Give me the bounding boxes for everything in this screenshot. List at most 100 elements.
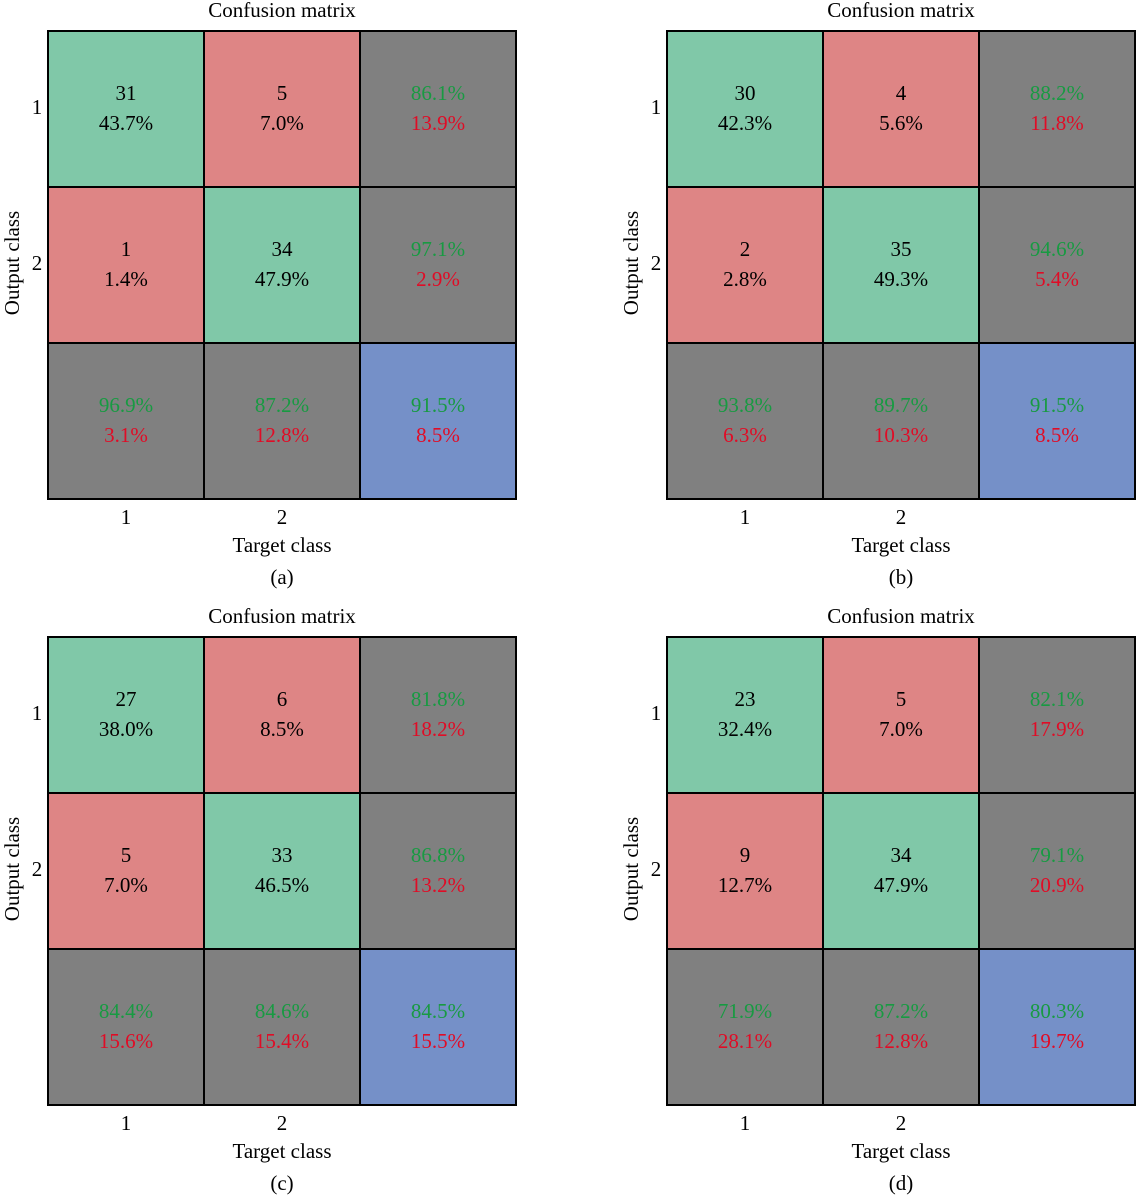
column-recall-label: 96.9% [99,393,153,417]
chart-title: Confusion matrix [208,604,356,628]
cell-count: 33 [272,843,293,867]
row-error-label: 18.2% [411,717,465,741]
cell-count: 35 [891,237,912,261]
cell-count: 34 [272,237,294,261]
misclassified-cell [666,186,824,344]
correct-cell [822,792,980,950]
row-error-label: 2.9% [416,267,460,291]
misclassified-cell [822,636,980,794]
confusion-matrix-panel-b: 30 42.3% 4 5.6% 88.2% 11.8% 2 2.8% 35 49.3% 94.6% 5… [619,0,1136,589]
cell-percent: 47.9% [255,267,309,291]
subfigure-caption: (d) [889,1171,914,1195]
cell-percent: 32.4% [718,717,772,741]
matrix-border [666,636,1136,1106]
row-summary-cell [978,636,1136,794]
column-recall-label: 71.9% [718,999,772,1023]
matrix-border [47,636,517,1106]
correct-cell [822,186,980,344]
row-summary-cell [359,30,517,188]
column-recall-label: 89.7% [874,393,928,417]
y-axis-label: Output class [0,817,24,921]
matrix-border [666,30,1136,500]
row-error-label: 13.9% [411,111,465,135]
misclassified-cell [822,30,980,188]
cell-percent: 38.0% [99,717,153,741]
row-summary-cell [359,792,517,950]
row-precision-label: 94.6% [1030,237,1084,261]
misclassified-cell [203,30,361,188]
row-summary-cell [978,792,1136,950]
y-tick-label: 2 [32,251,43,275]
correct-cell [203,792,361,950]
cell-percent: 7.0% [879,717,923,741]
cell-percent: 7.0% [104,873,148,897]
row-precision-label: 82.1% [1030,687,1084,711]
x-axis-label: Target class [851,533,950,557]
confusion-matrix-panel-a: 31 43.7% 5 7.0% 86.1% 13.9% 1 1.4% 34 47.9% 97.1% 2… [0,0,517,589]
overall-accuracy-label: 91.5% [411,393,465,417]
y-tick-label: 1 [651,95,662,119]
column-error-label: 10.3% [874,423,928,447]
cell-percent: 47.9% [874,873,928,897]
misclassified-cell [666,792,824,950]
column-error-label: 12.8% [255,423,309,447]
cell-count: 6 [277,687,288,711]
misclassified-cell [203,636,361,794]
y-axis-label: Output class [619,817,643,921]
cell-percent: 1.4% [104,267,148,291]
y-axis-label: Output class [0,211,24,315]
correct-cell [47,30,205,188]
column-recall-label: 87.2% [874,999,928,1023]
column-summary-cell [47,342,205,500]
subfigure-caption: (c) [270,1171,293,1195]
overall-error-label: 15.5% [411,1029,465,1053]
chart-title: Confusion matrix [827,0,975,22]
correct-cell [203,186,361,344]
overall-accuracy-label: 91.5% [1030,393,1084,417]
subfigure-caption: (a) [270,565,293,589]
correct-cell [47,636,205,794]
column-summary-cell [47,948,205,1106]
cell-percent: 8.5% [260,717,304,741]
overall-accuracy-cell [978,948,1136,1106]
cell-count: 2 [740,237,751,261]
x-tick-label: 1 [121,1111,132,1135]
cell-percent: 49.3% [874,267,928,291]
misclassified-cell [47,792,205,950]
cell-percent: 46.5% [255,873,309,897]
column-recall-label: 87.2% [255,393,309,417]
overall-error-label: 19.7% [1030,1029,1084,1053]
column-summary-cell [822,948,980,1106]
column-summary-cell [666,342,824,500]
cell-count: 1 [121,237,132,261]
chart-title: Confusion matrix [827,604,975,628]
overall-accuracy-cell [359,948,517,1106]
cell-count: 5 [896,687,907,711]
overall-accuracy-cell [359,342,517,500]
y-tick-label: 1 [651,701,662,725]
y-tick-label: 2 [32,857,43,881]
x-tick-label: 2 [277,505,288,529]
x-axis-label: Target class [232,1139,331,1163]
cell-percent: 42.3% [718,111,772,135]
cell-count: 5 [277,81,288,105]
column-recall-label: 93.8% [718,393,772,417]
row-precision-label: 81.8% [411,687,465,711]
row-error-label: 5.4% [1035,267,1079,291]
row-error-label: 17.9% [1030,717,1084,741]
y-tick-label: 2 [651,251,662,275]
column-summary-cell [203,342,361,500]
cell-percent: 43.7% [99,111,153,135]
column-error-label: 6.3% [723,423,767,447]
column-summary-cell [203,948,361,1106]
cell-count: 4 [896,81,907,105]
overall-accuracy-label: 80.3% [1030,999,1084,1023]
row-summary-cell [978,30,1136,188]
overall-error-label: 8.5% [1035,423,1079,447]
x-tick-label: 1 [740,1111,751,1135]
cell-percent: 7.0% [260,111,304,135]
cell-percent: 2.8% [723,267,767,291]
column-error-label: 3.1% [104,423,148,447]
cell-percent: 5.6% [879,111,923,135]
row-summary-cell [978,186,1136,344]
